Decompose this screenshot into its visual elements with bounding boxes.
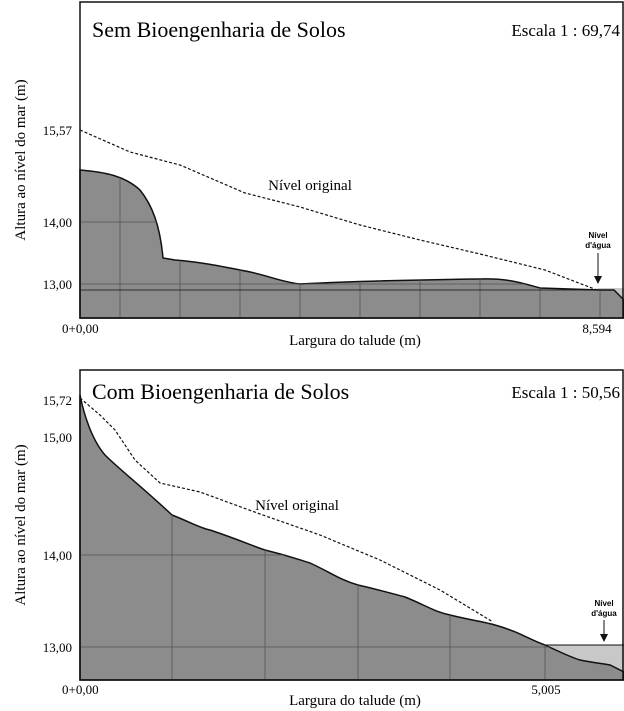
panel-bottom: Com Bioengenharia de Solos Escala 1 : 50… [13, 369, 624, 709]
water-level-label: Nível [588, 231, 607, 240]
frame [79, 369, 624, 681]
arrow-head [594, 276, 602, 284]
y-tick-label: 15,57 [43, 123, 73, 138]
y-tick-label: 15,00 [43, 430, 72, 445]
y-tick-label: 13,00 [43, 640, 72, 655]
water-level-label: d'água [591, 609, 617, 618]
original-level [79, 129, 598, 291]
y-tick-label: 15,72 [43, 393, 72, 408]
water-level-label: d'água [585, 241, 611, 250]
title: Sem Bioengenharia de Solos [92, 17, 346, 42]
original-level [79, 397, 494, 623]
water-level-label: Nível [594, 599, 613, 608]
y-tick-label: 13,00 [43, 277, 72, 292]
ground [79, 169, 624, 319]
original-level-label: Nível original [268, 178, 352, 194]
scale: Escala 1 : 69,74 [511, 21, 620, 40]
ground [79, 394, 624, 681]
x-tick-label: 5,005 [531, 682, 560, 697]
y-axis-label: Altura ao nível do mar (m) [13, 444, 29, 605]
arrow-head [600, 634, 608, 642]
x-axis-label: Largura do talude (m) [289, 693, 421, 709]
y-tick-label: 14,00 [43, 548, 72, 563]
frame [79, 1, 624, 319]
y-axis-label: Altura ao nível do mar (m) [13, 79, 29, 240]
scale: Escala 1 : 50,56 [511, 383, 620, 402]
panel-top: Sem Bioengenharia de Solos Escala 1 : 69… [13, 1, 624, 349]
original-level-label: Nível original [255, 498, 339, 514]
x-tick-label: 0+0,00 [62, 682, 99, 697]
x-tick-label: 0+0,00 [62, 321, 99, 336]
y-tick-label: 14,00 [43, 215, 72, 230]
x-tick-label: 8,594 [582, 321, 612, 336]
x-axis-label: Largura do talude (m) [289, 333, 421, 349]
title: Com Bioengenharia de Solos [92, 379, 349, 404]
